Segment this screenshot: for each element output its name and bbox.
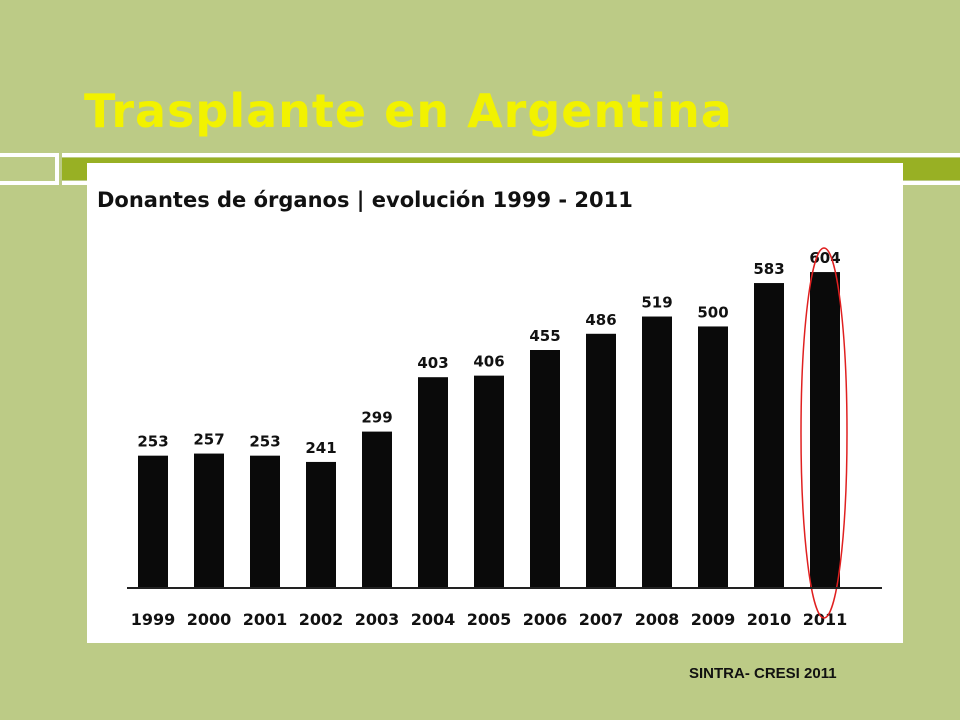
x-tick-label-1999: 1999 bbox=[131, 610, 176, 629]
x-tick-label-2005: 2005 bbox=[467, 610, 512, 629]
bar-2000 bbox=[194, 453, 224, 588]
x-tick-label-2010: 2010 bbox=[747, 610, 792, 629]
data-label-2000: 257 bbox=[193, 431, 224, 449]
x-tick-label-2002: 2002 bbox=[299, 610, 344, 629]
bar-2004 bbox=[418, 377, 448, 588]
data-label-2010: 583 bbox=[753, 260, 784, 278]
data-label-2004: 403 bbox=[417, 354, 448, 372]
highlight-ellipse bbox=[800, 247, 848, 619]
footer-credit: SINTRA- CRESI 2011 bbox=[689, 665, 837, 682]
bar-2003 bbox=[362, 431, 392, 588]
data-label-2006: 455 bbox=[529, 327, 560, 345]
bar-series: 253 1999 257 2000 253 2001 241 2002 299 2003 403 20… bbox=[131, 247, 848, 629]
data-label-2008: 519 bbox=[641, 294, 672, 312]
bar-2002 bbox=[306, 461, 336, 588]
x-tick-label-2008: 2008 bbox=[635, 610, 680, 629]
chart-panel: Donantes de órganos | evolución 1999 - 2… bbox=[87, 163, 903, 643]
x-tick-label-2007: 2007 bbox=[579, 610, 624, 629]
data-label-2003: 299 bbox=[361, 409, 392, 427]
bar-2007 bbox=[586, 333, 616, 588]
x-tick-label-2003: 2003 bbox=[355, 610, 400, 629]
data-label-2002: 241 bbox=[305, 439, 336, 457]
data-label-2005: 406 bbox=[473, 353, 504, 371]
bar-2009 bbox=[698, 326, 728, 588]
x-tick-label-2004: 2004 bbox=[411, 610, 456, 629]
bar-2005 bbox=[474, 375, 504, 588]
x-tick-label-2009: 2009 bbox=[691, 610, 736, 629]
bar-2006 bbox=[530, 350, 560, 588]
x-tick-label-2006: 2006 bbox=[523, 610, 568, 629]
divider-line bbox=[0, 181, 56, 185]
x-tick-label-2001: 2001 bbox=[243, 610, 288, 629]
divider-line bbox=[62, 153, 960, 157]
data-label-2007: 486 bbox=[585, 311, 616, 329]
data-label-2001: 253 bbox=[249, 433, 280, 451]
bar-2001 bbox=[250, 455, 280, 588]
chart-title: Donantes de órganos | evolución 1999 - 2… bbox=[97, 188, 633, 213]
bar-2008 bbox=[642, 316, 672, 588]
data-label-1999: 253 bbox=[137, 433, 168, 451]
bar-chart: Donantes de órganos | evolución 1999 - 2… bbox=[97, 188, 882, 629]
bar-2010 bbox=[754, 283, 784, 588]
slide-title: Trasplante en Argentina bbox=[84, 84, 733, 138]
bar-1999 bbox=[138, 455, 168, 588]
data-label-2009: 500 bbox=[697, 303, 728, 321]
divider-line bbox=[0, 153, 56, 157]
bar-2011 bbox=[810, 272, 840, 588]
x-tick-label-2011: 2011 bbox=[803, 610, 848, 629]
divider-line bbox=[55, 153, 59, 185]
x-tick-label-2000: 2000 bbox=[187, 610, 232, 629]
